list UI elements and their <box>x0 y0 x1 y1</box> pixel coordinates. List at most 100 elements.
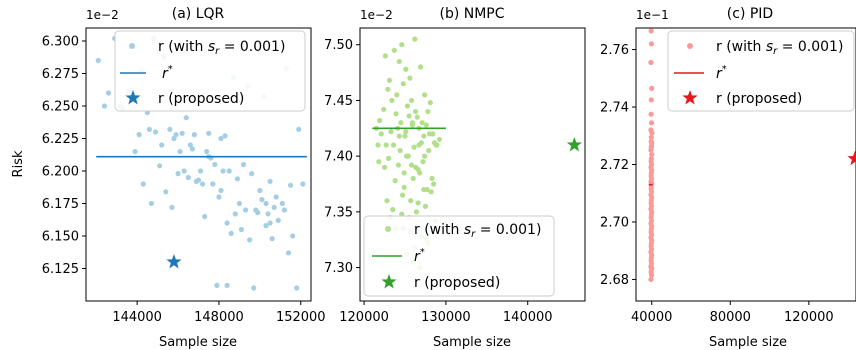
scatter-point-lqr <box>251 285 257 291</box>
scatter-point-nmpc <box>426 147 432 154</box>
scatter-point-nmpc <box>393 111 399 117</box>
scatter-point-nmpc <box>425 108 431 115</box>
scatter-point-nmpc <box>375 142 381 148</box>
scatter-point-lqr <box>218 135 224 142</box>
scatter-point-nmpc <box>421 186 427 193</box>
scatter-point-lqr <box>212 161 218 168</box>
y-tick-label-pid: 2.74 <box>600 101 629 116</box>
scatter-point-nmpc <box>382 53 388 59</box>
scatter-point-pid <box>648 111 654 117</box>
scatter-point-nmpc <box>422 153 428 159</box>
scatter-point-nmpc <box>388 129 394 135</box>
x-tick-label-nmpc: 140000 <box>503 310 553 325</box>
scatter-point-nmpc <box>422 203 429 209</box>
scatter-point-nmpc <box>395 162 402 168</box>
legend-lqr: r (with sr = 0.001) r* r (proposed) <box>114 30 306 112</box>
ylabel-lqr: Risk <box>11 150 26 177</box>
scatter-point-lqr <box>267 178 273 184</box>
y-tick-label-pid: 2.76 <box>600 43 629 58</box>
scatter-point-lqr <box>259 197 265 203</box>
legend-marker-star-pid <box>682 90 698 105</box>
scatter-point-nmpc <box>386 155 392 161</box>
scatter-point-lqr <box>224 220 230 226</box>
title-pid: (c) PID <box>727 6 773 22</box>
scatter-point-pid <box>649 151 655 158</box>
y-tick-label-pid: 2.70 <box>600 215 629 230</box>
scatter-point-lqr <box>197 168 204 174</box>
scatter-point-lqr <box>191 132 198 138</box>
scatter-point-lqr <box>247 237 253 243</box>
scatter-point-lqr <box>238 226 245 233</box>
scatter-point-nmpc <box>426 131 433 137</box>
scatter-point-nmpc <box>384 198 390 204</box>
proposed-star-lqr <box>166 254 182 269</box>
scatter-point-nmpc <box>423 122 429 128</box>
scatter-point-nmpc <box>400 81 406 87</box>
scatter-point-lqr <box>206 130 212 136</box>
scatter-point-nmpc <box>405 153 411 159</box>
y-tick-label-lqr: 6.300 <box>42 35 79 50</box>
scatter-point-nmpc <box>383 142 389 148</box>
y-tick-label-lqr: 6.150 <box>42 230 79 245</box>
title-lqr: (a) LQR <box>172 6 225 22</box>
scatter-point-nmpc <box>385 86 391 92</box>
scatter-point-lqr <box>281 207 288 213</box>
scatter-point-nmpc <box>431 181 437 187</box>
y-tick-label-lqr: 6.200 <box>42 165 79 180</box>
scatter-point-nmpc <box>378 131 384 137</box>
scatter-point-lqr <box>159 142 165 148</box>
scatter-point-lqr <box>187 142 193 148</box>
scatter-point-pid <box>648 97 654 103</box>
scatter-point-lqr <box>177 148 183 155</box>
scatter-point-lqr <box>263 223 269 229</box>
scatter-point-pid <box>649 130 655 136</box>
scatter-point-nmpc <box>403 129 409 135</box>
scatter-point-lqr <box>220 168 226 174</box>
proposed-star-pid <box>847 150 856 166</box>
y-tick-label-nmpc: 7.35 <box>324 205 353 220</box>
legend-box-pid <box>667 30 855 112</box>
legend-label-line-pid: r* <box>716 64 727 82</box>
scatter-point-lqr <box>132 148 138 155</box>
scatter-point-lqr <box>271 204 277 210</box>
y-tick-label-lqr: 6.275 <box>42 67 79 82</box>
scatter-point-lqr <box>296 126 302 132</box>
legend-label-scatter-pid: r (with sr = 0.001) <box>716 39 843 57</box>
legend-box-lqr <box>114 30 306 112</box>
x-ticks-lqr: 144000 148000 152000 <box>112 301 326 325</box>
legend-label-line-nmpc: r* <box>414 247 425 265</box>
scatter-point-pid <box>648 28 654 34</box>
proposed-star-nmpc <box>566 137 582 152</box>
scatter-point-nmpc <box>396 58 402 65</box>
y-tick-label-pid: 2.68 <box>600 273 629 288</box>
y-tick-label-lqr: 6.250 <box>42 100 79 115</box>
scatter-point-pid <box>649 85 655 91</box>
scatter-point-nmpc <box>381 164 388 170</box>
panel-pid: 40000 80000 120000 2.68 2.70 2.72 2.74 2.76 (c… <box>600 6 856 350</box>
scatter-point-nmpc <box>394 92 400 98</box>
scatter-point-nmpc <box>418 140 424 146</box>
offset-label-lqr: 1e−2 <box>86 8 119 22</box>
legend-label-star-pid: r (proposed) <box>716 91 802 107</box>
scatter-point-lqr <box>214 282 220 288</box>
scatter-point-lqr <box>226 168 232 174</box>
scatter-point-lqr <box>240 161 247 168</box>
y-ticks-pid: 2.68 2.70 2.72 2.74 2.76 <box>600 43 636 288</box>
scatter-point-nmpc <box>392 178 398 184</box>
scatter-point-lqr <box>265 211 271 217</box>
scatter-point-lqr <box>199 181 206 187</box>
scatter-point-lqr <box>218 187 224 194</box>
scatter-point-nmpc <box>415 200 421 206</box>
scatter-point-lqr <box>273 194 279 200</box>
legend-label-line-lqr: r* <box>162 64 173 82</box>
scatter-point-lqr <box>234 176 240 182</box>
scatter-point-nmpc <box>386 77 393 83</box>
xlabel-lqr: Sample size <box>159 335 237 350</box>
scatter-point-lqr <box>169 204 175 210</box>
scatter-point-lqr <box>189 146 195 152</box>
scatter-point-pid <box>648 134 654 140</box>
y-tick-label-lqr: 6.125 <box>42 262 79 277</box>
legend-marker-scatter-lqr <box>129 43 135 49</box>
scatter-point-nmpc <box>390 207 396 213</box>
scatter-point-lqr <box>202 213 208 220</box>
